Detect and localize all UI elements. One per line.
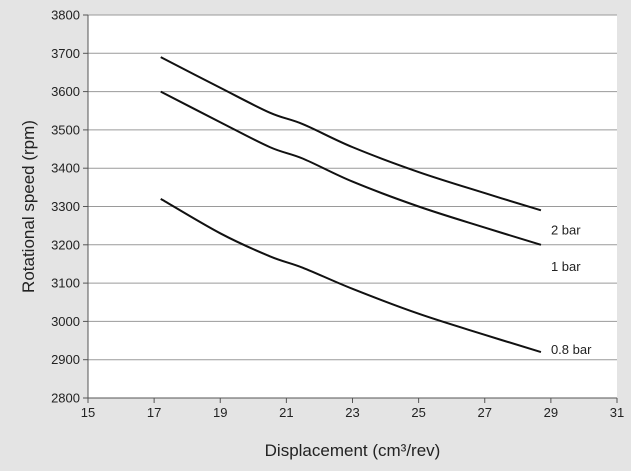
y-tick-label: 2800: [51, 391, 80, 406]
x-tick-label: 21: [279, 405, 293, 420]
series-label: 0.8 bar: [551, 342, 592, 357]
series-label: 2 bar: [551, 222, 581, 237]
x-tick-label: 15: [81, 405, 95, 420]
y-axis-title: Rotational speed (rpm): [19, 120, 38, 293]
x-tick-label: 29: [544, 405, 558, 420]
grid-lines: [88, 14, 617, 361]
x-tick-label: 17: [147, 405, 161, 420]
y-tick-label: 3800: [51, 8, 80, 23]
y-tick-label: 3600: [51, 84, 80, 99]
y-tick-label: 3700: [51, 46, 80, 61]
x-tick-label: 31: [610, 405, 624, 420]
y-tick-label: 3500: [51, 122, 80, 137]
y-tick-label: 3200: [51, 237, 80, 252]
series-lines: [160, 56, 542, 353]
y-tick-label: 3000: [51, 314, 80, 329]
x-tick-label: 19: [213, 405, 227, 420]
series-line: [160, 56, 542, 212]
axes: 2800 2900 3000 3100 3200 3300 3400 3500 3600 3700…: [51, 8, 624, 421]
x-tick-label: 27: [478, 405, 492, 420]
x-axis-title: Displacement (cm³/rev): [265, 441, 441, 460]
x-tick-label: 23: [345, 405, 359, 420]
y-tick-label: 3400: [51, 161, 80, 176]
x-tick-label: 25: [411, 405, 425, 420]
series-line: [160, 197, 542, 353]
y-tick-label: 3100: [51, 276, 80, 291]
series-line: [160, 90, 542, 246]
series-label: 1 bar: [551, 259, 581, 274]
series-labels: 2 bar 1 bar 0.8 bar: [551, 222, 592, 357]
y-tick-label: 3300: [51, 199, 80, 214]
y-tick-label: 2900: [51, 352, 80, 367]
